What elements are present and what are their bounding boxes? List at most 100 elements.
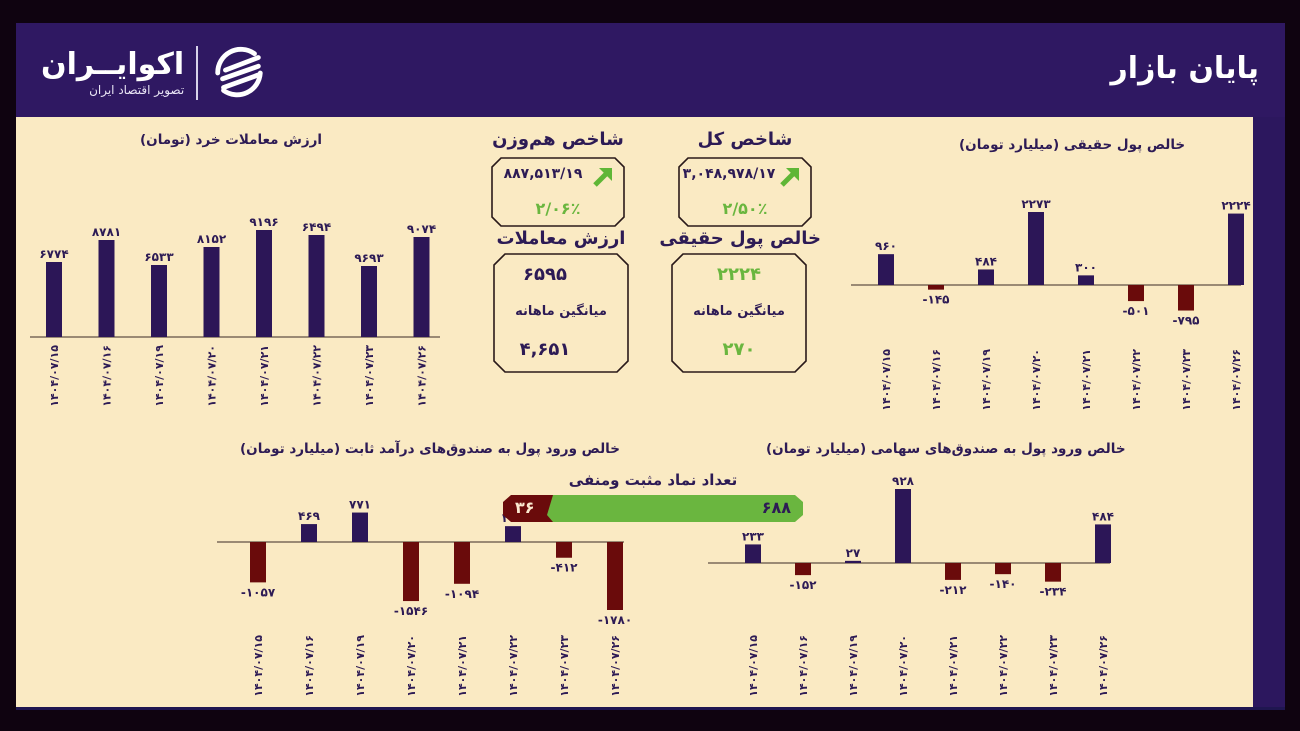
x-axis-date-label: ۱۴۰۴/۰۷/۱۹ [847,635,860,697]
card-border [678,157,812,227]
bar [413,237,430,337]
positive-count: ۶۸۸ [761,498,791,517]
x-axis-date-label: ۱۴۰۴/۰۷/۲۲ [1130,349,1143,411]
x-axis-date-label: ۱۴۰۴/۰۷/۱۶ [101,345,114,407]
x-axis-date-label: ۱۴۰۴/۰۷/۱۵ [880,349,893,411]
card-border [491,157,625,227]
real-money-card: ۲۲۲۴ میانگین ماهانه ۲۷۰ [671,253,807,373]
total-index-title: شاخص کل [697,129,793,150]
x-axis-date-label: ۱۴۰۴/۰۷/۱۹ [980,349,993,411]
trade-value-value: ۶۵۹۵ [523,264,567,285]
bar-value-label: ۲۷ [846,546,861,560]
bar-value-label: ۹۶۰ [875,239,897,253]
bar [607,542,623,610]
content-panel: ارزش معاملات خرد (تومان) ۶۷۷۴ ۱۴۰۴/۰۷/۱۵ ۸… [16,117,1253,707]
trade-value-avg-label: میانگین ماهانه [515,304,607,319]
bar-value-label: ۲۲۷۳ [1021,197,1051,211]
total-index-value: ۳,۰۴۸,۹۷۸/۱۷ [682,166,776,182]
card-border [493,253,629,373]
x-axis-date-label: ۱۴۰۴/۰۷/۲۳ [1180,349,1193,411]
bar-value-label: ۸۱۵۲ [197,232,227,246]
trade-value-avg-value: ۴,۶۵۱ [519,339,571,360]
bar-value-label: ۹۲۸ [892,474,915,488]
x-axis-date-label: ۱۴۰۴/۰۷/۲۳ [558,635,571,697]
bar [308,235,325,337]
bar-value-label: -۱۰۹۴ [445,587,479,601]
bar-value-label: -۴۱۲ [551,561,579,575]
bar [978,269,994,285]
bar [1228,213,1244,285]
bottom-border [16,707,1285,710]
dashboard-frame: اکوایــران تصویر اقتصاد ایران پایان بازا… [16,23,1285,710]
chart-plot: -۱۰۵۷ ۱۴۰۴/۰۷/۱۵ ۴۶۹ ۱۴۰۴/۰۷/۱۶ ۷۷۱ ۱۴۰۴/۰۷/۱… [217,498,632,697]
real-money-avg-value: ۲۷۰ [722,339,756,360]
header-bar: اکوایــران تصویر اقتصاد ایران پایان بازا… [16,23,1285,117]
x-axis-date-label: ۱۴۰۴/۰۷/۱۶ [930,349,943,411]
x-axis-date-label: ۱۴۰۴/۰۷/۱۵ [252,635,265,697]
chart-title: ارزش معاملات خرد (تومان) [140,132,322,148]
chart-title: خالص ورود پول به صندوق‌های سهامی (میلیار… [766,441,1126,457]
bar [845,560,861,563]
bar-value-label: ۹۰۷۴ [407,222,436,236]
up-arrow-icon [780,168,799,187]
negative-count: ۳۶ [515,498,535,517]
bar-value-label: -۲۱۲ [940,583,968,597]
bar [745,544,761,563]
up-arrow-icon [593,168,612,187]
equity-funds-chart: خالص ورود پول به صندوق‌های سهامی (میلیار… [690,429,1126,709]
x-axis-date-label: ۱۴۰۴/۰۷/۲۱ [1080,349,1093,411]
bar [928,285,944,290]
bar [505,526,521,542]
bar [46,262,62,337]
bar-value-label: ۴۸۴ [975,254,997,268]
trade-value-title: ارزش معاملات [496,228,626,249]
symbols-count-title: تعداد نماد مثبت ومنفی [568,471,738,489]
chart-title: خالص ورود پول به صندوق‌های درآمد ثابت (م… [240,441,620,457]
bar [556,542,572,558]
x-axis-date-label: ۱۴۰۴/۰۷/۲۰ [1030,349,1043,411]
x-axis-date-label: ۱۴۰۴/۰۷/۲۲ [507,635,520,697]
bar [1095,524,1111,563]
bar-value-label: ۳۰۰ [1075,260,1097,274]
x-axis-date-label: ۱۴۰۴/۰۷/۱۵ [747,635,760,697]
x-axis-date-label: ۱۴۰۴/۰۷/۲۲ [997,635,1010,697]
bar [1128,285,1144,302]
bar [352,512,368,542]
bar-value-label: -۵۰۱ [1123,304,1150,318]
real-money-title: خالص پول حقیقی [659,228,821,249]
x-axis-date-label: ۱۴۰۴/۰۷/۱۹ [354,635,367,697]
logo-divider [196,46,199,100]
x-axis-date-label: ۱۴۰۴/۰۷/۲۲ [311,345,324,407]
x-axis-date-label: ۱۴۰۴/۰۷/۲۱ [947,635,960,697]
fixed-income-funds-chart: خالص ورود پول به صندوق‌های درآمد ثابت (م… [200,429,640,709]
x-axis-date-label: ۱۴۰۴/۰۷/۲۶ [609,635,622,697]
x-axis-date-label: ۱۴۰۴/۰۷/۱۹ [153,345,166,407]
bar-value-label: ۴۸۴ [1092,509,1114,523]
bar [795,563,811,576]
x-axis-date-label: ۱۴۰۴/۰۷/۲۰ [405,635,418,697]
brand-name: اکوایــران [41,47,185,82]
bar [945,563,961,580]
bar-value-label: ۶۴۹۴ [302,220,331,234]
bar-value-label: ۸۷۸۱ [92,225,121,239]
x-axis-date-label: ۱۴۰۴/۰۷/۲۳ [363,345,376,407]
total-index-card: ۳,۰۴۸,۹۷۸/۱۷ ۲/۵۰٪ [678,157,812,227]
x-axis-date-label: ۱۴۰۴/۰۷/۲۰ [206,345,219,407]
real-money-value: ۲۲۲۴ [717,264,761,285]
chart-plot: ۲۳۳ ۱۴۰۴/۰۷/۱۵ -۱۵۲ ۱۴۰۴/۰۷/۱۶ ۲۷ ۱۴۰۴/۰۷/۱۹ ۹… [708,474,1114,697]
bar [256,230,272,337]
bar-value-label: -۱۷۸۰ [598,613,632,627]
page-title: پایان بازار [1110,51,1259,86]
bar-value-label: -۱۰۵۷ [241,585,276,599]
x-axis-date-label: ۱۴۰۴/۰۷/۱۵ [48,345,61,407]
bar [361,266,377,337]
bar-value-label: -۱۴۵ [923,293,950,307]
bar-value-label: ۹۱۹۶ [249,215,278,229]
x-axis-date-label: ۱۴۰۴/۰۷/۲۱ [258,345,271,407]
total-index-change: ۲/۵۰٪ [722,199,768,218]
x-axis-date-label: ۱۴۰۴/۰۷/۲۶ [416,345,429,407]
bar [151,265,167,337]
bar-value-label: -۱۴۰ [990,577,1017,591]
x-axis-date-label: ۱۴۰۴/۰۷/۲۱ [456,635,469,697]
bar-value-label: ۶۷۷۴ [39,247,68,261]
